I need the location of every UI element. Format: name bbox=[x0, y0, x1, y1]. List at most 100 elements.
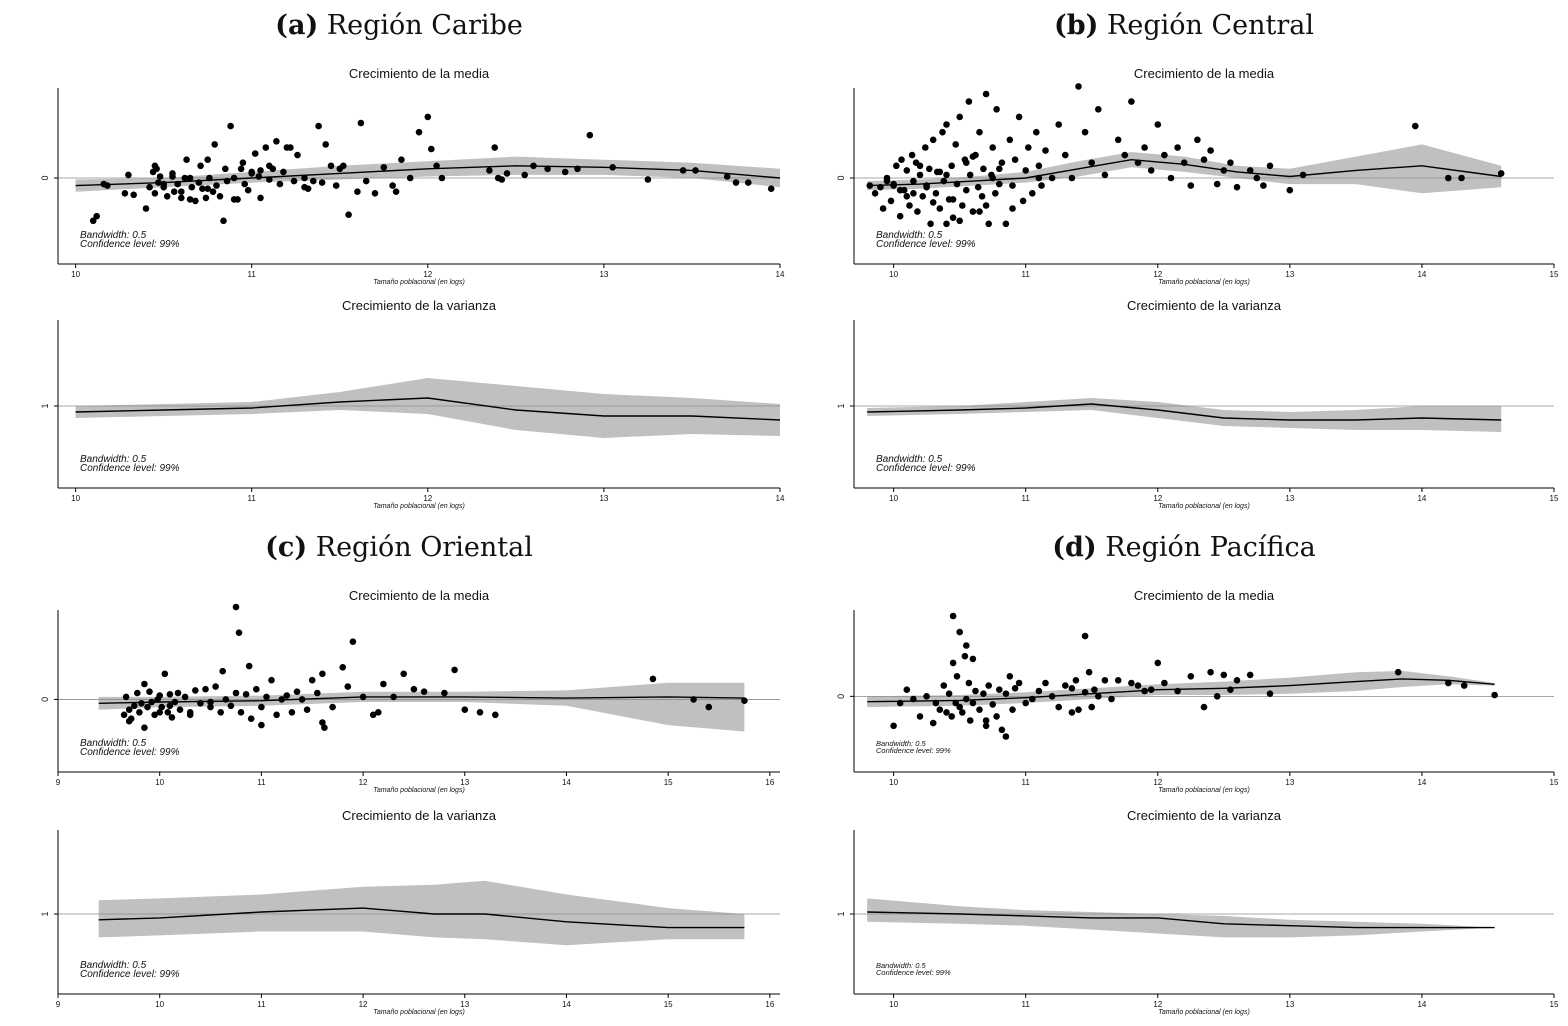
data-point bbox=[936, 205, 944, 212]
chart-a-media: Crecimiento de la media 0 10 11 12 13 14 Tamaño… bbox=[40, 66, 785, 286]
data-point bbox=[178, 194, 185, 202]
plot-note: Confidence level: 99% bbox=[80, 463, 180, 474]
x-tick-label: 14 bbox=[1417, 270, 1426, 279]
data-point bbox=[993, 713, 1000, 720]
data-point bbox=[1497, 170, 1505, 177]
data-point bbox=[976, 208, 983, 215]
data-point bbox=[301, 174, 308, 182]
data-point bbox=[186, 174, 194, 182]
data-point bbox=[896, 212, 904, 220]
data-point bbox=[93, 212, 100, 220]
data-point bbox=[1458, 174, 1465, 182]
data-point bbox=[1062, 151, 1069, 159]
data-point bbox=[893, 162, 900, 170]
data-point bbox=[1220, 167, 1228, 174]
data-point bbox=[945, 690, 953, 697]
data-point bbox=[866, 182, 874, 189]
data-point bbox=[1006, 673, 1014, 680]
data-point bbox=[1019, 197, 1027, 205]
data-point bbox=[1068, 174, 1076, 182]
x-tick-label: 9 bbox=[56, 778, 61, 787]
x-tick-label: 13 bbox=[1285, 494, 1294, 503]
data-point bbox=[406, 174, 414, 182]
data-point bbox=[966, 171, 974, 179]
x-tick-label: 14 bbox=[562, 1000, 571, 1009]
panel-title: (b) Región Central bbox=[804, 10, 1564, 41]
data-point bbox=[976, 128, 983, 136]
data-point bbox=[441, 689, 448, 697]
data-point bbox=[965, 679, 973, 687]
panel-c: (c) Región Oriental Crecimiento de la me… bbox=[8, 530, 790, 1024]
data-point bbox=[1114, 677, 1122, 684]
data-point bbox=[433, 162, 440, 170]
data-point bbox=[963, 642, 970, 649]
x-tick-label: 10 bbox=[889, 778, 898, 787]
x-tick-label: 15 bbox=[1550, 270, 1559, 279]
data-point bbox=[156, 709, 163, 716]
data-point bbox=[969, 153, 977, 160]
data-point bbox=[371, 190, 379, 197]
data-point bbox=[1233, 677, 1241, 684]
data-point bbox=[308, 676, 316, 684]
plot-title: Crecimiento de la media bbox=[349, 66, 490, 81]
data-point bbox=[329, 703, 336, 711]
fit-line bbox=[867, 911, 1495, 929]
data-point bbox=[212, 683, 219, 690]
data-point bbox=[176, 706, 184, 713]
fit-line bbox=[867, 158, 1502, 187]
plot-title: Crecimiento de la media bbox=[349, 588, 490, 603]
plot-note: Confidence level: 99% bbox=[876, 239, 976, 250]
data-point bbox=[1114, 136, 1122, 144]
data-point bbox=[959, 709, 966, 716]
data-point bbox=[1009, 205, 1016, 212]
plot-note: Bandwidth: 0.5 bbox=[80, 454, 147, 465]
data-point bbox=[120, 711, 128, 719]
plot-title: Crecimiento de la media bbox=[1134, 66, 1275, 81]
data-point bbox=[125, 717, 133, 725]
x-tick-label: 12 bbox=[359, 778, 368, 787]
data-point bbox=[923, 182, 930, 189]
data-point bbox=[257, 167, 264, 174]
data-point bbox=[1121, 151, 1129, 159]
data-point bbox=[1154, 121, 1162, 128]
data-point bbox=[948, 713, 955, 720]
data-point bbox=[232, 603, 240, 611]
data-point bbox=[943, 171, 950, 179]
data-point bbox=[141, 724, 148, 731]
data-point bbox=[197, 162, 204, 170]
data-point bbox=[380, 164, 388, 171]
data-point bbox=[903, 167, 911, 174]
x-tick-label: 14 bbox=[1417, 1000, 1426, 1009]
x-tick-label: 15 bbox=[664, 1000, 673, 1009]
data-point bbox=[216, 193, 224, 200]
data-point bbox=[1035, 174, 1043, 182]
data-point bbox=[978, 193, 986, 200]
data-point bbox=[1412, 122, 1419, 130]
data-point bbox=[1062, 682, 1069, 689]
data-point bbox=[940, 682, 948, 689]
data-point bbox=[146, 183, 153, 191]
data-point bbox=[314, 689, 321, 697]
x-tick-label: 12 bbox=[1153, 270, 1162, 279]
x-tick-label: 13 bbox=[599, 494, 608, 503]
x-tick-label: 15 bbox=[1550, 494, 1559, 503]
data-point bbox=[163, 193, 171, 200]
data-point bbox=[948, 162, 955, 170]
data-point bbox=[202, 194, 210, 202]
x-tick-label: 11 bbox=[1022, 778, 1031, 787]
data-point bbox=[248, 170, 255, 177]
data-point bbox=[1246, 167, 1254, 174]
data-point bbox=[268, 676, 275, 684]
data-point bbox=[896, 186, 904, 194]
data-point bbox=[232, 689, 240, 697]
data-point bbox=[908, 151, 916, 159]
data-point bbox=[521, 171, 528, 179]
data-point bbox=[258, 703, 265, 711]
data-point bbox=[956, 217, 963, 225]
y-tick-label: 0 bbox=[40, 175, 50, 180]
plot-note: Confidence level: 99% bbox=[876, 968, 951, 977]
data-point bbox=[202, 685, 209, 693]
data-point bbox=[151, 162, 159, 170]
data-point bbox=[428, 145, 435, 153]
data-point bbox=[906, 202, 913, 209]
